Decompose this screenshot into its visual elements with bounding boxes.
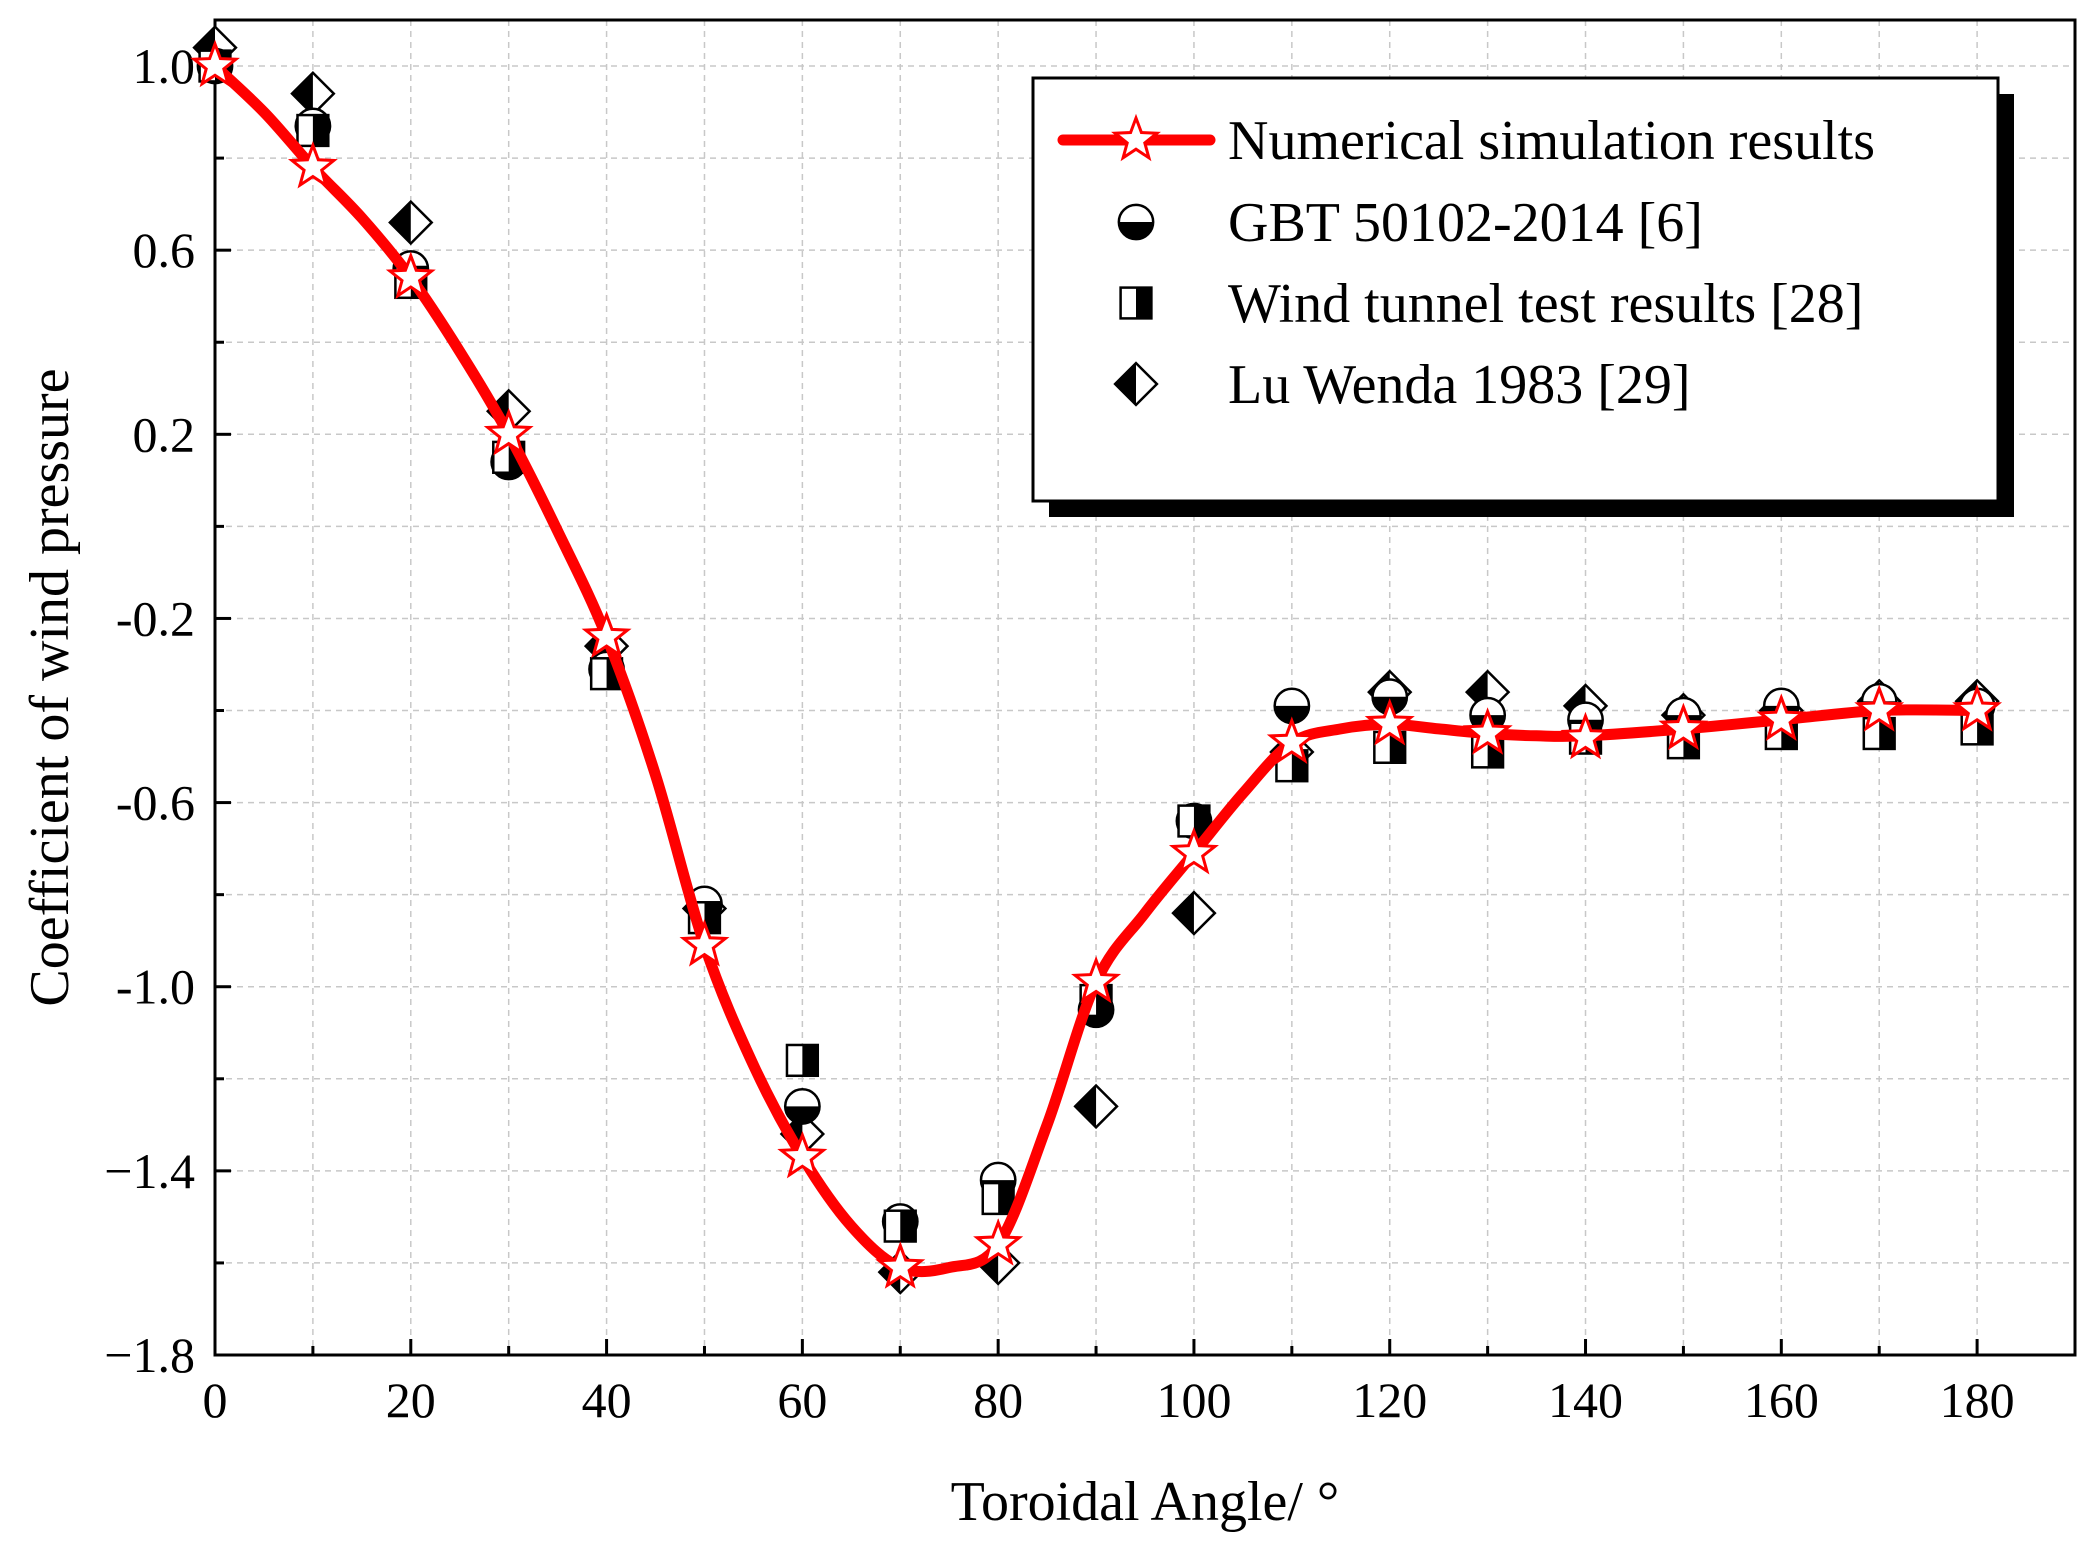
data-point [1854, 684, 1905, 732]
data-point [1273, 687, 1311, 725]
y-tick-label: 0.2 [133, 406, 196, 462]
legend-entries: Numerical simulation results GBT 50102-20… [1057, 110, 1875, 416]
legend-label: Wind tunnel test results [28] [1228, 273, 1863, 335]
data-point [783, 1088, 821, 1125]
data-point [1177, 804, 1211, 838]
data-point [290, 70, 336, 117]
x-tick-label: 0 [203, 1372, 228, 1428]
y-tick-label: -0.6 [116, 775, 195, 831]
x-tick-label: 140 [1548, 1372, 1623, 1428]
data-point [973, 1218, 1024, 1266]
legend-entry: GBT 50102-2014 [6] [1117, 192, 1703, 254]
data-point [388, 199, 434, 246]
data-point [1560, 711, 1611, 760]
y-tick-label: -1.0 [116, 959, 195, 1015]
data-point [1952, 684, 2003, 732]
legend-box [1031, 76, 2000, 503]
data-point [1266, 716, 1317, 764]
data-point [1756, 693, 1807, 741]
legend-label: Lu Wenda 1983 [29] [1228, 354, 1691, 416]
legend-label: Numerical simulation results [1228, 110, 1875, 172]
data-point [1862, 716, 1896, 751]
legend-entry: Lu Wenda 1983 [29] [1113, 354, 1691, 416]
data-point [1364, 698, 1415, 746]
data-point [679, 919, 730, 967]
y-tick-label: 0.6 [133, 222, 196, 278]
data-point [1168, 826, 1219, 875]
series-layer [190, 24, 2003, 1295]
data-point [785, 1043, 820, 1078]
data-point [190, 39, 240, 88]
data-point [1171, 890, 1217, 936]
data-point [296, 113, 330, 148]
data-point [1071, 955, 1122, 1004]
x-tick-label: 120 [1352, 1372, 1427, 1428]
x-tick-label: 160 [1744, 1372, 1819, 1428]
legend-entry: Numerical simulation results [1057, 110, 1875, 172]
data-point [981, 1181, 1015, 1216]
data-point [1462, 707, 1513, 755]
data-point [883, 1209, 917, 1243]
x-tick-label: 40 [582, 1372, 632, 1428]
data-point [777, 1130, 828, 1179]
series-star [190, 39, 2003, 1289]
x-tick-label: 180 [1940, 1372, 2015, 1428]
data-point [1658, 702, 1709, 751]
legend-entry: Wind tunnel test results [28] [1119, 273, 1863, 335]
data-point [385, 251, 436, 300]
x-tick-label: 60 [777, 1372, 827, 1428]
legend-marker [1113, 361, 1159, 407]
x-tick-label: 80 [973, 1372, 1023, 1428]
y-tick-label: -0.2 [116, 590, 195, 646]
data-point [483, 408, 534, 456]
x-tick-label: 100 [1156, 1372, 1231, 1428]
x-axis-title: Toroidal Angle/ ° [951, 1471, 1340, 1533]
data-point [1073, 1083, 1119, 1130]
y-axis: 1.0 0.6 0.2 -0.2 -0.6 -1.0 −1.4 −1.8 [104, 38, 231, 1383]
legend: Numerical simulation results GBT 50102-20… [1031, 76, 2014, 517]
x-tick-label: 20 [386, 1372, 436, 1428]
simulation-curve [209, 60, 1983, 1278]
legend-marker [1111, 113, 1161, 162]
y-tick-label: 1.0 [133, 38, 196, 94]
data-point [875, 1241, 926, 1289]
y-axis-title: Coefficient of wind pressure [19, 368, 81, 1006]
x-axis: 0 20 40 60 80 100 120 140 160 180 [203, 1339, 2015, 1428]
legend-label: GBT 50102-2014 [6] [1228, 192, 1703, 254]
plot-frame [213, 18, 2077, 1357]
legend-marker [1117, 203, 1155, 241]
y-tick-label: −1.8 [104, 1327, 195, 1383]
y-tick-label: −1.4 [104, 1143, 195, 1199]
legend-marker [1119, 286, 1153, 320]
data-point [581, 610, 632, 659]
data-point [287, 141, 338, 189]
